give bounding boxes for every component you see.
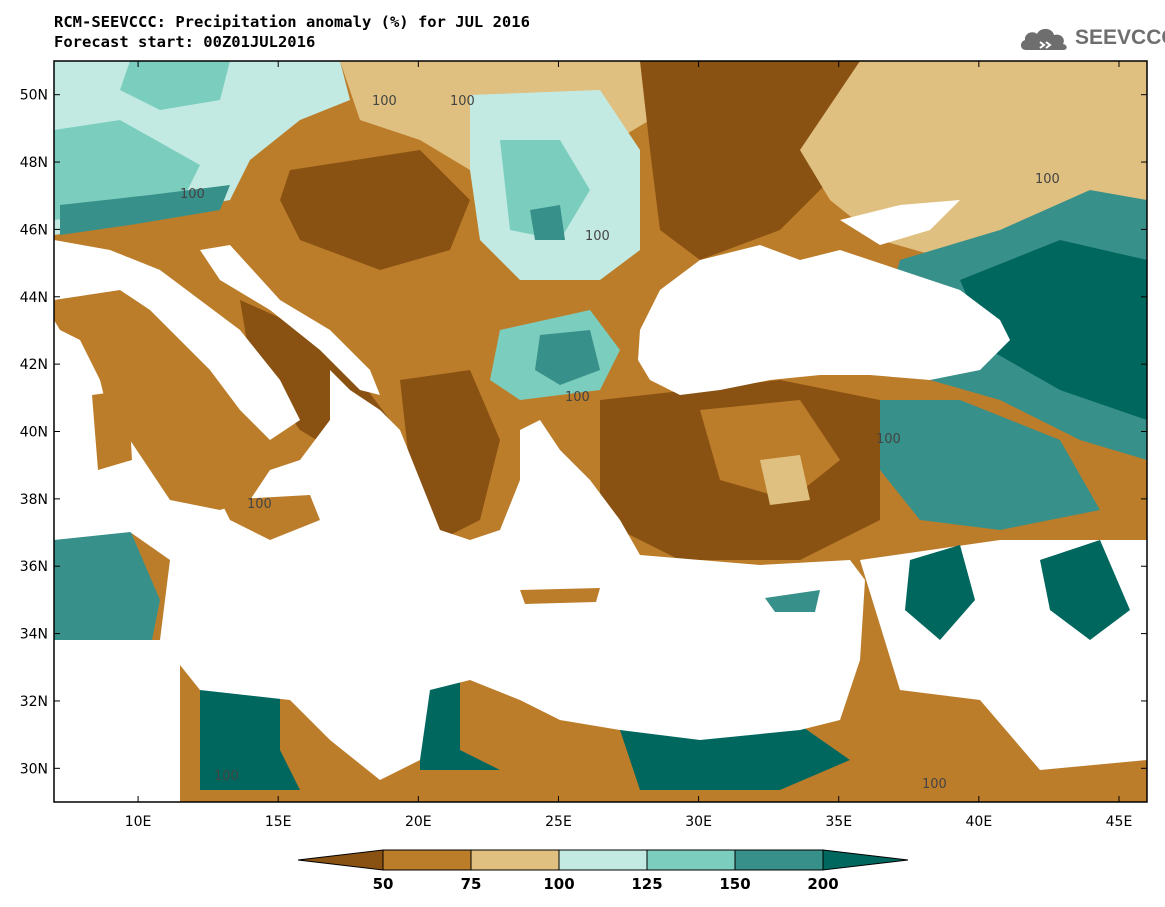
adriatic-sea: [200, 245, 380, 395]
colorbar-max-triangle: [822, 849, 909, 871]
colorbar-level-label: 200: [807, 875, 838, 893]
anomaly-wet-libya-east: [420, 680, 500, 770]
title-line-1: RCM-SEEVCCC: Precipitation anomaly (%) f…: [54, 13, 530, 31]
y-tick-label: 50N: [20, 88, 48, 104]
y-tick-label: 44N: [20, 290, 48, 306]
colorbar-min-triangle: [297, 849, 384, 871]
y-tick-label: 38N: [20, 492, 48, 508]
y-tick-label: 36N: [20, 559, 48, 575]
anomaly-wet-syria: [905, 545, 975, 640]
y-tick-label: 40N: [20, 425, 48, 441]
x-axis: 10E 15E 20E 25E 30E 35E 40E 45E: [125, 61, 1133, 830]
contour-label: 100: [585, 229, 610, 244]
anomaly-wet-east-turkey: [860, 400, 1100, 530]
logo-text: SEEVCCC: [1075, 26, 1165, 49]
anomaly-light-anatolia: [760, 455, 810, 505]
colorbar-level-label: 100: [543, 875, 574, 893]
x-tick-label: 20E: [405, 814, 432, 830]
x-tick-label: 15E: [265, 814, 292, 830]
black-sea: [638, 245, 1010, 395]
contour-label: 100: [876, 432, 901, 447]
contour-label: 100: [372, 94, 397, 109]
title-line-2: Forecast start: 00Z01JUL2016: [54, 33, 316, 51]
map-title: RCM-SEEVCCC: Precipitation anomaly (%) f…: [54, 12, 530, 52]
x-tick-label: 40E: [966, 814, 993, 830]
anomaly-wet-iraq: [1040, 540, 1130, 640]
anomaly-dry-hungary: [280, 150, 470, 270]
anomaly-nodata-algeria: [54, 640, 180, 802]
x-tick-label: 10E: [125, 814, 152, 830]
anomaly-wet-alps-core: [60, 185, 230, 235]
y-tick-label: 46N: [20, 222, 48, 238]
y-tick-label: 30N: [20, 761, 48, 777]
contour-label: 100: [450, 94, 475, 109]
x-tick-label: 45E: [1106, 814, 1133, 830]
colorbar-box: [646, 849, 736, 871]
y-axis: 50N 48N 46N 44N 42N 40N 38N 36N 34N 32N 30N: [20, 88, 1147, 777]
x-tick-label: 35E: [825, 814, 852, 830]
colorbar-box: [558, 849, 648, 871]
colorbar-level-label: 150: [719, 875, 750, 893]
y-tick-label: 34N: [20, 627, 48, 643]
contour-label: 100: [214, 769, 239, 784]
colorbar-box: [470, 849, 560, 871]
anomaly-dry-ukraine: [640, 61, 860, 260]
anomaly-wet-romania-core: [500, 140, 590, 240]
mediterranean-sea: [54, 320, 865, 780]
anomaly-wet-egypt: [620, 725, 850, 790]
colorbar-box: [382, 849, 472, 871]
colorbar-level-label: 125: [631, 875, 662, 893]
anomaly-wet-romania-inner: [530, 205, 565, 240]
anomaly-mod-anatolia: [700, 400, 840, 500]
cloud-icon: [1020, 28, 1067, 50]
x-tick-label: 25E: [545, 814, 572, 830]
corsica-island: [98, 332, 128, 385]
contour-label: 100: [247, 497, 272, 512]
y-tick-label: 42N: [20, 357, 48, 373]
colorbar-level-label: 50: [373, 875, 394, 893]
contour-label: 100: [1035, 172, 1060, 187]
sardinia-island: [92, 390, 132, 470]
contour-label: 100: [180, 187, 205, 202]
map-field: [54, 61, 1147, 802]
colorbar: 50 75 100 125 150 200: [297, 849, 909, 893]
x-tick-label: 30E: [685, 814, 712, 830]
anomaly-wet-germany: [120, 61, 230, 110]
sea-of-azov: [840, 200, 960, 245]
y-tick-label: 48N: [20, 155, 48, 171]
contour-labels: 100 100 100 100 100 100 100 100 100 100: [180, 94, 1060, 792]
y-tick-label: 32N: [20, 694, 48, 710]
anomaly-wet-caucasus-core: [960, 240, 1147, 420]
cyprus-island: [765, 590, 820, 612]
contour-label: 100: [922, 777, 947, 792]
contour-label: 100: [565, 390, 590, 405]
anomaly-wet-libya-west: [200, 690, 300, 790]
sicily-island: [220, 495, 320, 540]
anomaly-wet-tunisia: [54, 530, 160, 650]
colorbar-box: [734, 849, 824, 871]
seevccc-logo: SEEVCCC: [1018, 22, 1165, 56]
crete-island: [520, 588, 600, 604]
anomaly-wet-bulgaria-core: [535, 330, 600, 385]
colorbar-level-label: 75: [461, 875, 482, 893]
tyrrhenian-sea: [54, 240, 300, 440]
